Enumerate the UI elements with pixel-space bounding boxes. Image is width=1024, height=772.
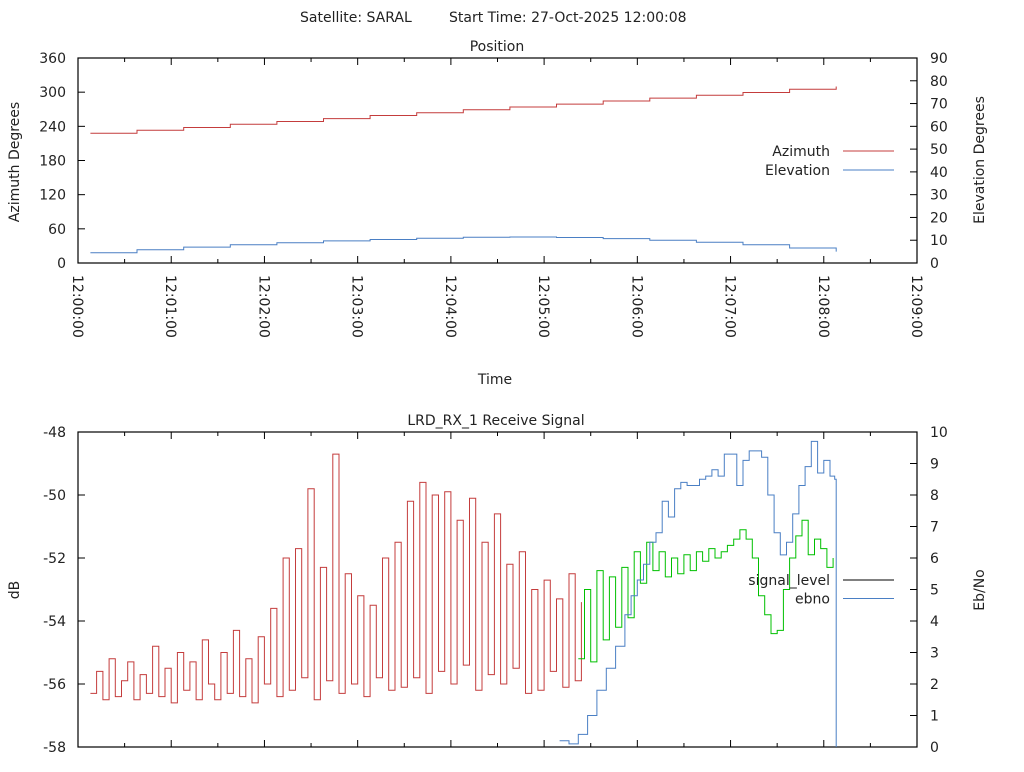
signal-y2-tick-label: 10 (930, 425, 948, 441)
signal-y-tick-label: -54 (43, 614, 66, 630)
signal-plot-frame (77, 431, 918, 748)
position-plot-frame (77, 57, 918, 264)
legend-elevation-label: Elevation (765, 163, 830, 179)
signal-series-signal-level-segment-2- (578, 519, 834, 663)
signal-y2-label: Eb/No (972, 569, 988, 611)
legend-azimuth-label: Azimuth (772, 144, 830, 160)
header-start-time: Start Time: 27-Oct-2025 12:00:08 (449, 10, 687, 26)
position-y-tick-label: 120 (39, 188, 66, 204)
position-y2-label: Elevation Degrees (972, 96, 988, 224)
signal-y2-tick-label: 7 (930, 520, 939, 536)
position-legend: Azimuth Elevation (765, 144, 894, 179)
signal-y-tick-label: -50 (43, 488, 66, 504)
position-y2-tick-label: 40 (930, 165, 948, 181)
signal-series-ebno (559, 440, 837, 747)
position-y2-tick-label: 80 (930, 74, 948, 90)
position-y-tick-label: 240 (39, 119, 66, 135)
position-y2-tick-label: 10 (930, 233, 948, 249)
position-y-tick-label: 300 (39, 85, 66, 101)
position-y2-tick-label: 90 (930, 51, 948, 67)
position-x-label: Time (477, 372, 512, 388)
signal-y-label: dB (7, 581, 23, 600)
signal-y2-tick-label: 3 (930, 646, 939, 662)
position-y-tick-label: 0 (57, 256, 66, 272)
position-x-tick-label: 12:07:00 (722, 275, 738, 338)
position-y2-tick-label: 30 (930, 188, 948, 204)
position-chart: Position Azimuth Degrees Elevation Degre… (7, 39, 988, 388)
position-y-tick-label: 60 (48, 222, 66, 238)
signal-y2-tick-label: 5 (930, 583, 939, 599)
position-x-tick-label: 12:09:00 (908, 275, 924, 338)
position-y-tick-label: 360 (39, 51, 66, 67)
position-y2-tick-label: 0 (930, 256, 939, 272)
position-y2-tick-label: 20 (930, 210, 948, 226)
legend-ebno-label: ebno (795, 592, 830, 608)
position-x-tick-label: 12:00:00 (69, 275, 85, 338)
position-x-tick-label: 12:05:00 (535, 275, 551, 338)
signal-y2-tick-label: 6 (930, 551, 939, 567)
signal-y-tick-label: -48 (43, 425, 66, 441)
receive-signal-chart: LRD_RX_1 Receive Signal dB Eb/No -58 -56 -… (7, 413, 988, 756)
position-x-tick-label: 12:03:00 (349, 275, 365, 338)
signal-title: LRD_RX_1 Receive Signal (407, 413, 584, 429)
position-x-tick-label: 12:01:00 (162, 275, 178, 338)
legend-signal_level-label: signal_level (748, 573, 830, 589)
position-x-tick-label: 12:04:00 (442, 275, 458, 338)
signal-y-tick-label: -52 (43, 551, 66, 567)
signal-y2-tick-label: 8 (930, 488, 939, 504)
signal-y2-tick-label: 0 (930, 740, 939, 756)
position-series-azimuth (90, 86, 837, 134)
position-y2-tick-label: 50 (930, 142, 948, 158)
signal-y2-tick-label: 4 (930, 614, 939, 630)
position-y-tick-label: 180 (39, 154, 66, 170)
header-satellite: Satellite: SARAL (300, 10, 412, 26)
position-y-label: Azimuth Degrees (7, 102, 23, 222)
position-x-tick-label: 12:02:00 (255, 275, 271, 338)
position-series-elevation (90, 236, 837, 254)
signal-series-signal-level-segment-1- (90, 453, 582, 704)
signal-y2-tick-label: 1 (930, 709, 939, 725)
signal-y-tick-label: -58 (43, 740, 66, 756)
position-title: Position (470, 39, 525, 55)
position-y2-tick-label: 70 (930, 97, 948, 113)
signal-y2-tick-label: 9 (930, 457, 939, 473)
position-y2-tick-label: 60 (930, 119, 948, 135)
position-x-tick-label: 12:08:00 (815, 275, 831, 338)
position-x-tick-label: 12:06:00 (628, 275, 644, 338)
signal-y-tick-label: -56 (43, 677, 66, 693)
signal-y2-tick-label: 2 (930, 677, 939, 693)
